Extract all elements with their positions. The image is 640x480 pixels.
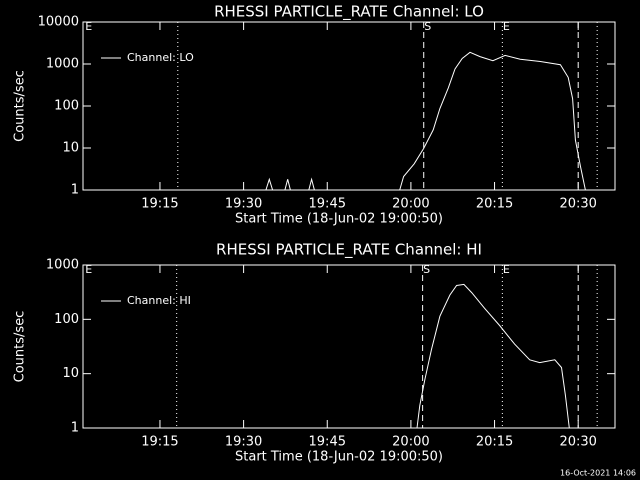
x-axis-label: Start Time (18-Jun-02 19:00:50) — [235, 212, 443, 227]
y-tick-label: 10000 — [38, 15, 79, 30]
x-tick-label: 19:45 — [309, 435, 346, 450]
y-tick-label: 1000 — [46, 57, 79, 72]
legend-label: Channel: HI — [127, 294, 191, 307]
x-tick-label: 19:15 — [141, 435, 178, 450]
chart-title: RHESSI PARTICLE_RATE Channel: LO — [214, 3, 484, 22]
plot-frame — [82, 264, 616, 429]
y-tick-label: 1 — [71, 183, 79, 198]
y-tick-label: 1000 — [46, 258, 79, 273]
y-tick-label: 1 — [71, 421, 79, 436]
legend-label: Channel: LO — [127, 51, 194, 64]
x-tick-label: 19:30 — [225, 435, 262, 450]
footer: 16-Oct-2021 14:06 — [560, 469, 636, 478]
y-tick-label: 100 — [54, 99, 79, 114]
x-tick-label: 20:15 — [476, 435, 513, 450]
y-axis-label: Counts/sec — [13, 311, 28, 383]
chart-title: RHESSI PARTICLE_RATE Channel: HI — [216, 241, 482, 260]
x-tick-label: 20:30 — [559, 435, 596, 450]
y-tick-label: 10 — [62, 366, 79, 381]
y-axis-label: Counts/sec — [13, 70, 28, 142]
marker-label: E — [85, 263, 92, 276]
x-tick-label: 19:30 — [225, 197, 262, 212]
x-axis-label: Start Time (18-Jun-02 19:00:50) — [235, 450, 443, 465]
x-tick-label: 19:15 — [141, 197, 178, 212]
x-tick-label: 19:45 — [309, 197, 346, 212]
marker-label: E — [85, 20, 92, 33]
x-tick-label: 20:30 — [559, 197, 596, 212]
x-tick-label: 20:00 — [392, 197, 429, 212]
data-line — [83, 51, 586, 191]
marker-label: S — [424, 20, 431, 33]
marker-label: E — [503, 20, 510, 33]
data-line — [416, 283, 570, 429]
marker-label: E — [503, 263, 510, 276]
x-tick-label: 20:15 — [476, 197, 513, 212]
plot-frame — [82, 21, 616, 191]
y-tick-label: 100 — [54, 312, 79, 327]
y-tick-label: 10 — [62, 141, 79, 156]
marker-label: S — [423, 263, 430, 276]
x-tick-label: 20:00 — [392, 435, 429, 450]
